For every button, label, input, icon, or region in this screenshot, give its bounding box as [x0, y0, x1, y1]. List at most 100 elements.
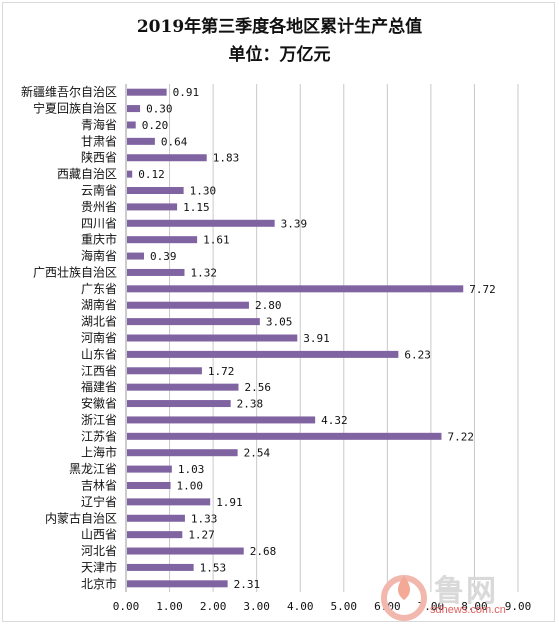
- category-label: 湖北省: [81, 314, 117, 329]
- value-label: 2.38: [237, 398, 264, 411]
- value-label: 1.91: [216, 496, 243, 509]
- x-tick-label: 8.00: [461, 600, 488, 613]
- value-labels: 0.910.30 0.20 0.64 1.83 0.12 1.30 1.15 3.39 1.61…: [138, 86, 496, 591]
- category-label: 天津市: [81, 559, 117, 574]
- value-label: 0.12: [138, 168, 165, 181]
- category-label: 山西省: [81, 528, 117, 542]
- value-label: 4.32: [321, 414, 348, 427]
- watermark-url: sdnews.com.cn: [430, 604, 506, 616]
- category-label: 北京市: [81, 576, 117, 591]
- bar: [127, 531, 183, 539]
- category-label: 河北省: [81, 544, 117, 558]
- value-label: 7.72: [469, 283, 496, 296]
- category-label: 江西省: [81, 364, 117, 378]
- value-label: 1.03: [178, 463, 205, 476]
- value-label: 0.39: [150, 250, 177, 263]
- x-tick-label: 5.00: [331, 600, 358, 613]
- bar: [127, 432, 442, 440]
- value-label: 0.91: [173, 86, 200, 99]
- bar: [127, 416, 316, 424]
- bar: [127, 105, 141, 113]
- category-label: 重庆市: [81, 232, 117, 247]
- x-axis-tick-labels: 0.00 1.00 2.00 3.00 4.00 5.00 6.00 7.00 8.00 9.00: [113, 600, 532, 613]
- category-label: 宁夏回族自治区: [33, 101, 117, 116]
- category-label: 湖南省: [81, 297, 117, 312]
- value-label: 1.15: [183, 201, 210, 214]
- bar: [127, 498, 211, 506]
- value-label: 1.00: [177, 479, 204, 492]
- bar: [127, 121, 136, 129]
- value-label: 7.22: [447, 430, 474, 443]
- bar: [127, 318, 260, 326]
- value-label: 1.72: [208, 365, 235, 378]
- category-label: 吉林省: [81, 478, 117, 492]
- value-label: 0.30: [146, 103, 173, 116]
- bar: [127, 301, 249, 309]
- category-label: 福建省: [81, 379, 117, 394]
- bar: [127, 383, 239, 391]
- bar: [127, 187, 184, 195]
- category-labels: 新疆维吾尔自治区宁夏回族自治区青海省甘肃省陕西省西藏自治区云南省贵州省四川省重庆…: [21, 84, 117, 591]
- bar: [127, 268, 185, 276]
- value-label: 6.23: [404, 348, 431, 361]
- category-label: 青海省: [81, 117, 117, 132]
- category-label: 黑龙江省: [69, 462, 117, 476]
- category-label: 甘肃省: [81, 134, 117, 148]
- category-label: 四川省: [81, 216, 117, 230]
- category-label: 云南省: [81, 183, 117, 198]
- x-tick-label: 3.00: [243, 600, 270, 613]
- category-label: 内蒙古自治区: [45, 510, 117, 525]
- value-label: 1.83: [213, 152, 240, 165]
- bar: [127, 170, 133, 178]
- bar: [127, 465, 172, 473]
- bar: [127, 252, 144, 260]
- value-label: 1.33: [191, 512, 218, 525]
- category-label: 贵州省: [81, 200, 117, 214]
- value-label: 1.61: [203, 234, 230, 247]
- bar: [127, 334, 298, 342]
- bar: [127, 285, 464, 293]
- category-label: 江苏省: [81, 429, 117, 443]
- value-label: 2.68: [250, 545, 277, 558]
- chart-subtitle: 单位：万亿元: [228, 45, 331, 65]
- category-label: 海南省: [81, 248, 117, 263]
- category-label: 河南省: [81, 330, 117, 345]
- watermark-logo-icon: [381, 575, 427, 621]
- x-tick-label: 2.00: [200, 600, 227, 613]
- value-label: 1.32: [190, 266, 217, 279]
- category-label: 上海市: [81, 445, 117, 460]
- bar: [127, 350, 399, 358]
- bar: [127, 563, 194, 571]
- category-label: 浙江省: [81, 413, 117, 427]
- bar: [127, 236, 198, 244]
- value-label: 0.64: [161, 135, 188, 148]
- x-tick-label: 1.00: [156, 600, 183, 613]
- bars: [127, 88, 464, 588]
- watermark: 鲁网 sdnews.com.cn: [378, 566, 554, 622]
- bar: [127, 547, 244, 555]
- category-label: 广东省: [81, 282, 117, 296]
- value-label: 1.53: [200, 561, 227, 574]
- value-label: 1.30: [190, 185, 217, 198]
- bar: [127, 580, 228, 588]
- bar: [127, 137, 155, 145]
- bar: [127, 449, 238, 457]
- chart-title: 2019年第三季度各地区累计生产总值: [136, 17, 423, 37]
- bar: [127, 400, 231, 408]
- bar: [127, 88, 167, 96]
- x-tick-label: 4.00: [287, 600, 314, 613]
- bar: [127, 203, 178, 211]
- value-label: 3.05: [266, 316, 293, 329]
- category-label: 辽宁省: [81, 494, 117, 509]
- category-label: 西藏自治区: [57, 167, 117, 181]
- category-label: 山东省: [81, 347, 117, 361]
- bar: [127, 514, 185, 522]
- value-label: 2.54: [244, 447, 271, 460]
- value-label: 3.39: [281, 217, 308, 230]
- x-tick-label: 9.00: [505, 600, 532, 613]
- category-label: 陕西省: [81, 150, 117, 165]
- chart-frame: [2, 2, 555, 622]
- value-label: 0.20: [142, 119, 169, 132]
- bar: [127, 481, 171, 489]
